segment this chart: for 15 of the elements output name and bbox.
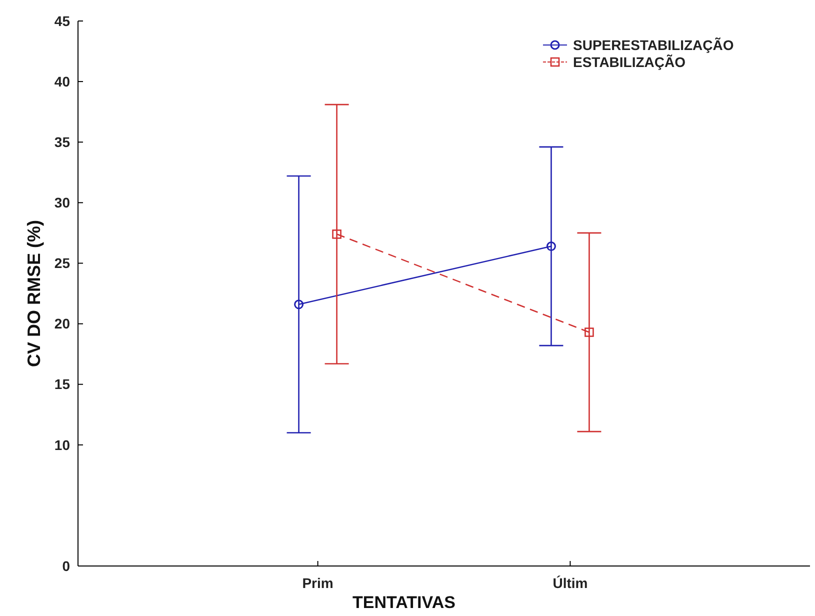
- y-tick-label: 20: [54, 316, 70, 332]
- y-tick-label: 35: [54, 134, 70, 150]
- y-tick-label: 0: [62, 558, 70, 574]
- y-tick-label: 40: [54, 73, 70, 90]
- legend-label: SUPERESTABILIZAÇÃO: [573, 36, 734, 53]
- y-axis-title: CV DO RMSE (%): [24, 220, 44, 368]
- y-tick-label: 15: [54, 376, 70, 392]
- x-tick-label: Prim: [302, 575, 334, 591]
- y-tick-label: 25: [54, 255, 70, 272]
- y-tick-label: 10: [54, 436, 70, 453]
- x-axis-title: TENTATIVAS: [352, 593, 456, 612]
- x-tick-label: Últim: [552, 575, 588, 591]
- y-tick-label: 45: [54, 12, 70, 29]
- legend-label: ESTABILIZAÇÃO: [573, 54, 686, 70]
- y-tick-label: 30: [54, 194, 70, 211]
